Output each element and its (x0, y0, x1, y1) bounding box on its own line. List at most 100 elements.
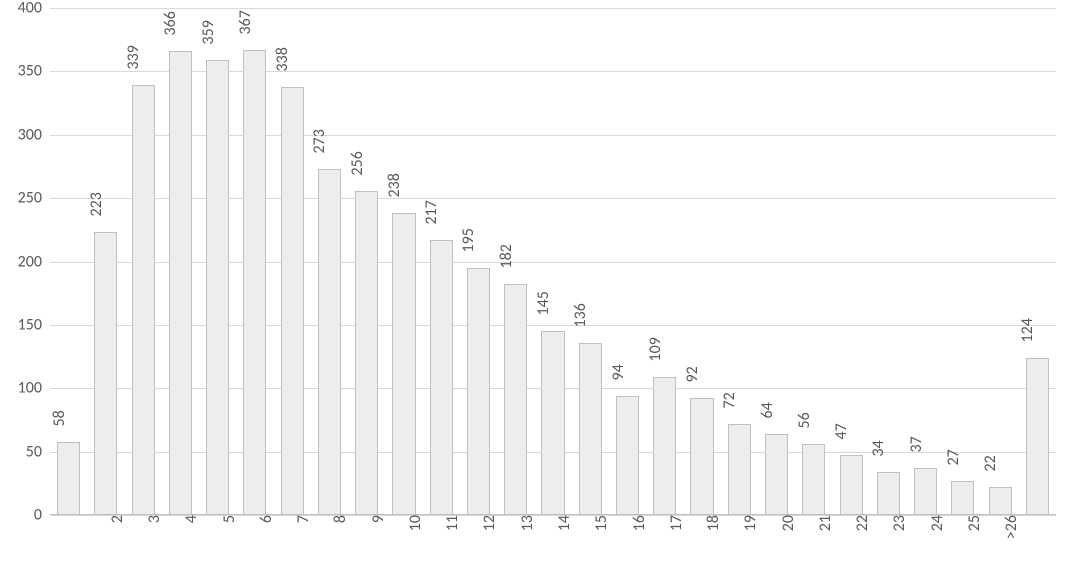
bar-value-label: 58 (50, 410, 69, 426)
x-tick-label: 17 (657, 515, 686, 531)
bar (765, 434, 788, 515)
bar (541, 331, 564, 515)
bar-slot: 14514 (534, 8, 571, 515)
y-tick-label: 250 (18, 189, 50, 208)
bar (355, 191, 378, 515)
bar-slot: 3423 (870, 8, 907, 515)
bar (579, 343, 602, 515)
bar-value-label: 109 (646, 337, 665, 361)
bar-value-label: 273 (310, 129, 329, 153)
bar-value-label: 238 (385, 174, 404, 198)
x-tick-label: 22 (843, 515, 872, 531)
bar-slot: 18213 (497, 8, 534, 515)
bar-slot: 9218 (683, 8, 720, 515)
bar-slot: 3393 (125, 8, 162, 515)
bar-value-label: 37 (907, 436, 926, 452)
x-tick-label: 11 (433, 515, 462, 531)
bar-slot: 2232 (87, 8, 124, 515)
x-axis-line (50, 514, 1056, 515)
bar (318, 169, 341, 515)
bar (690, 398, 713, 515)
bar-slot: 124 (1019, 8, 1056, 515)
bar (281, 87, 304, 515)
bar-slot: 58 (50, 8, 87, 515)
x-tick-label: 5 (210, 515, 239, 523)
bar (243, 50, 266, 515)
bar-value-label: 338 (273, 47, 292, 71)
bar (1026, 358, 1049, 515)
bar-value-label: 94 (609, 364, 628, 380)
bar-value-label: 256 (348, 151, 367, 175)
bar-value-label: 64 (758, 402, 777, 418)
bar-value-label: 27 (944, 449, 963, 465)
bar-value-label: 124 (1018, 318, 1037, 342)
bar-slot: 3724 (907, 8, 944, 515)
bar-slot: 13615 (572, 8, 609, 515)
bar-value-label: 72 (720, 392, 739, 408)
x-tick-label: 25 (955, 515, 984, 531)
bar (132, 85, 155, 515)
bar-slot: 4722 (832, 8, 869, 515)
bar-value-label: 92 (683, 367, 702, 383)
x-tick-label: 23 (880, 515, 909, 531)
bar-value-label: 223 (87, 193, 106, 217)
bar-value-label: 47 (832, 424, 851, 440)
bar (430, 240, 453, 515)
x-tick-label: 9 (359, 515, 388, 523)
bar-slot: 2738 (311, 8, 348, 515)
bar-slot: 21711 (423, 8, 460, 515)
bar-slot: 9416 (609, 8, 646, 515)
x-tick-label: 12 (470, 515, 499, 531)
bar-slot: 2725 (944, 8, 981, 515)
bar (951, 481, 974, 515)
bar-value-label: 145 (534, 291, 553, 315)
bar-value-label: 136 (571, 303, 590, 327)
x-tick-label: 19 (731, 515, 760, 531)
bar-value-label: 34 (869, 440, 888, 456)
bar-slot: 3676 (236, 8, 273, 515)
bar-value-label: 367 (236, 10, 255, 34)
bars-container: 5822323393366435953676338727382569238102… (50, 8, 1056, 515)
bar (840, 455, 863, 515)
y-tick-label: 200 (18, 252, 50, 271)
x-tick-label: 21 (806, 515, 835, 531)
bar-slot: 23810 (385, 8, 422, 515)
bar-value-label: 217 (422, 200, 441, 224)
bar (504, 284, 527, 515)
bar-value-label: 359 (199, 20, 218, 44)
x-tick-label: >26 (992, 515, 1021, 539)
x-tick-label: 6 (247, 515, 276, 523)
y-tick-label: 0 (34, 506, 50, 525)
bar (728, 424, 751, 515)
y-tick-label: 300 (18, 125, 50, 144)
bar (392, 213, 415, 515)
bar-slot: 6420 (758, 8, 795, 515)
bar-slot: 5621 (795, 8, 832, 515)
bar-value-label: 339 (124, 46, 143, 70)
x-tick-label: 20 (769, 515, 798, 531)
bar (877, 472, 900, 515)
bar-slot: 3664 (162, 8, 199, 515)
y-tick-label: 50 (26, 442, 50, 461)
bar-slot: 3387 (274, 8, 311, 515)
bar (653, 377, 676, 515)
y-tick-label: 150 (18, 315, 50, 334)
bar (914, 468, 937, 515)
bar-slot: 2569 (348, 8, 385, 515)
bar (467, 268, 490, 515)
bar-value-label: 56 (795, 412, 814, 428)
plot-area: 050100150200250300350400 582232339336643… (50, 8, 1056, 515)
y-tick-label: 350 (18, 62, 50, 81)
x-tick-label: 2 (98, 515, 127, 523)
bar (57, 442, 80, 516)
bar-chart: 050100150200250300350400 582232339336643… (0, 0, 1076, 579)
bar-value-label: 22 (981, 455, 1000, 471)
x-tick-label: 4 (172, 515, 201, 523)
x-tick-label: 13 (508, 515, 537, 531)
bar-slot: 22>26 (981, 8, 1018, 515)
x-tick-label: 15 (582, 515, 611, 531)
bar-value-label: 195 (459, 228, 478, 252)
bar-slot: 3595 (199, 8, 236, 515)
x-tick-label: 10 (396, 515, 425, 531)
x-tick-label: 8 (321, 515, 350, 523)
